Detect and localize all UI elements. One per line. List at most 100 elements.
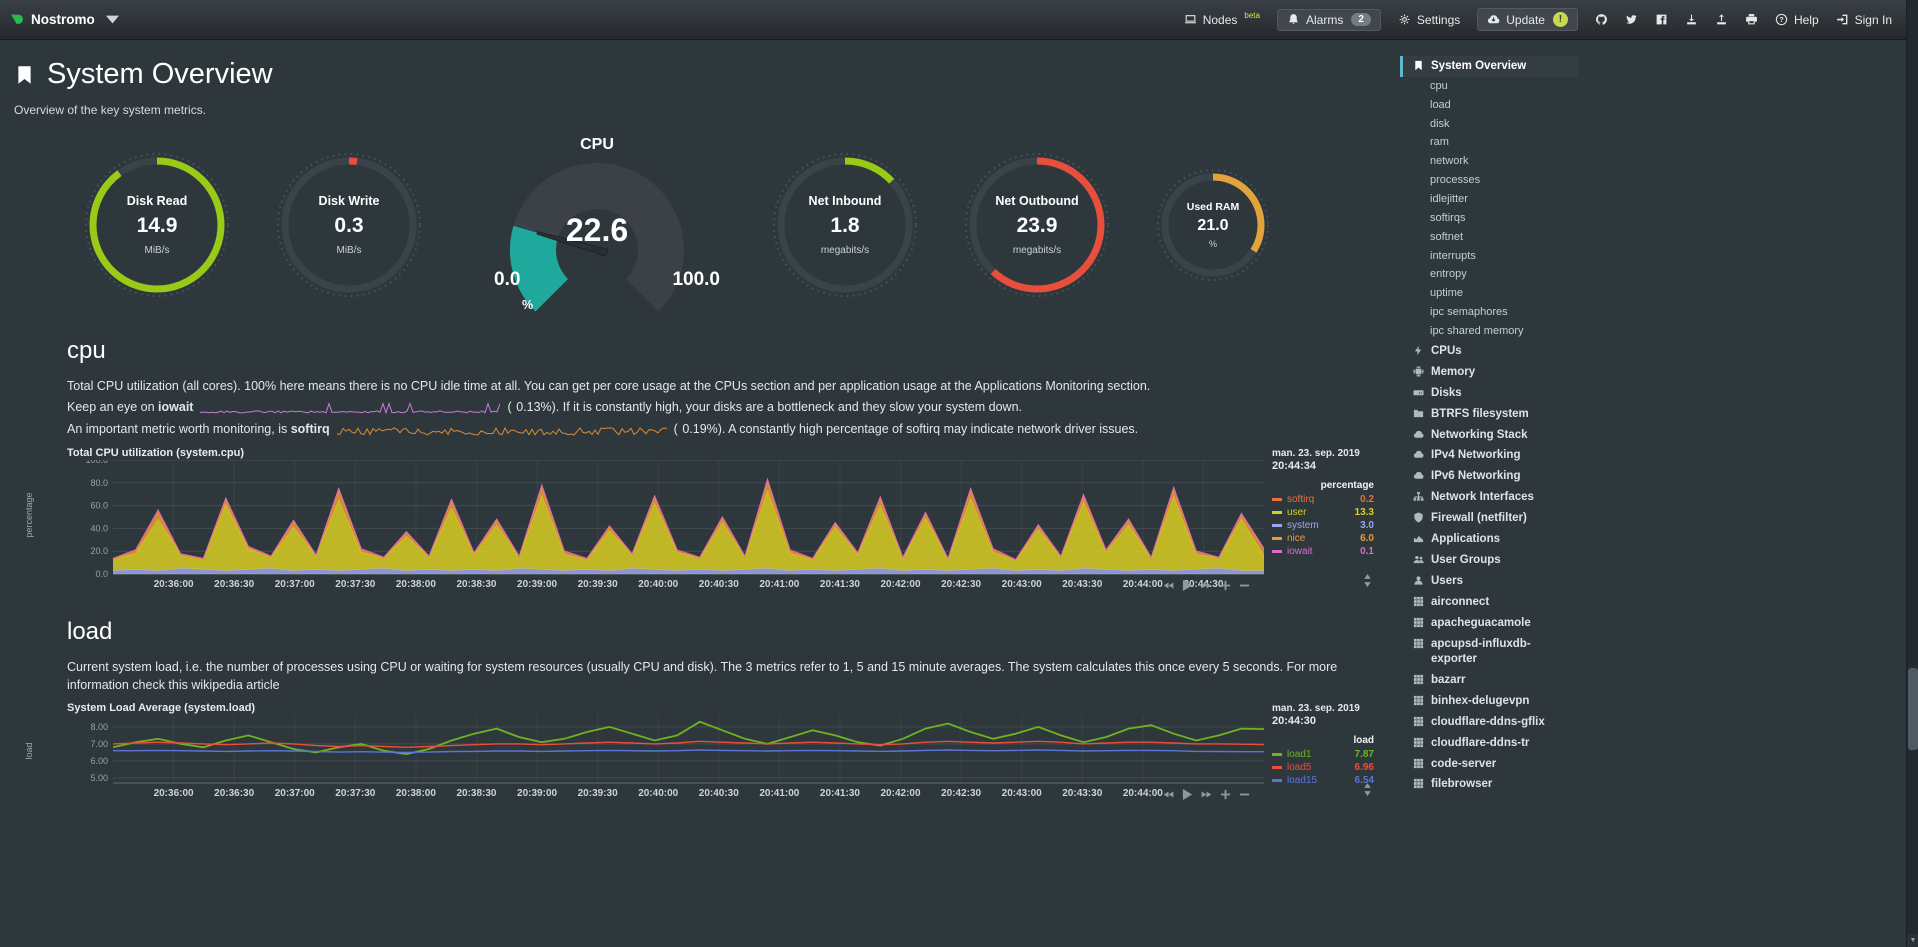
sidebar-item-binhex-delugevpn[interactable]: binhex-delugevpn	[1400, 691, 1578, 712]
cpu-chart-legend-item-user[interactable]: user 13.3	[1272, 507, 1374, 518]
upload-icon	[1715, 13, 1728, 26]
sidebar-item-btrfs-filesystem[interactable]: BTRFS filesystem	[1400, 404, 1578, 425]
gauge-net-outbound[interactable]: Net Outbound 23.9 megabits/s	[962, 150, 1112, 300]
sidebar-item-ipv6-networking[interactable]: IPv6 Networking	[1400, 466, 1578, 487]
softirq-line-sparkline[interactable]	[336, 421, 667, 439]
nav-import[interactable]	[1685, 13, 1698, 26]
sidebar-item-filebrowser[interactable]: filebrowser	[1400, 774, 1578, 795]
pan-backward-icon[interactable]	[1163, 580, 1174, 591]
sidebar-subitem-load[interactable]: load	[1430, 98, 1451, 111]
sidebar-subitem-ipc-semaphores[interactable]: ipc semaphores	[1430, 306, 1508, 319]
pan-forward-icon[interactable]	[1201, 789, 1212, 800]
svg-text:20:40:30: 20:40:30	[699, 788, 739, 799]
sidebar-item-label: IPv4 Networking	[1431, 449, 1521, 462]
zoom-in-icon[interactable]	[1220, 789, 1231, 800]
load-chart-resize-handle[interactable]	[1363, 782, 1372, 801]
zoom-in-icon[interactable]	[1220, 580, 1231, 591]
nav-print[interactable]	[1745, 13, 1758, 26]
sidebar-item-disks[interactable]: Disks	[1400, 383, 1578, 404]
sidebar-item-cloudflare-ddns-gflix[interactable]: cloudflare-ddns-gflix	[1400, 712, 1578, 733]
sidebar-subitem-softnet[interactable]: softnet	[1430, 230, 1464, 243]
scrollbar-thumb[interactable]	[1908, 668, 1918, 750]
load-chart-legend-item-load1[interactable]: load1 7.87	[1272, 749, 1374, 760]
sidebar-item-apcupsd-influxdb-exporter[interactable]: apcupsd-influxdb-exporter	[1400, 634, 1578, 670]
pan-forward-icon[interactable]	[1201, 580, 1212, 591]
play-icon[interactable]	[1182, 788, 1193, 800]
gauge-disk-read[interactable]: Disk Read 14.9 MiB/s	[82, 150, 232, 300]
cpu-chart-plot-area[interactable]: 0.0 20.0 40.0 60.0 80.0 100.0 20:36:00 20:36:30…	[67, 459, 1264, 592]
series-name: load5	[1287, 761, 1312, 773]
load-chart-legend-item-load5[interactable]: load5 6.96	[1272, 762, 1374, 773]
nav-nodes-beta-tag: beta	[1244, 11, 1260, 20]
page-scrollbar[interactable]: ▼	[1906, 0, 1918, 947]
cpu-chart-resize-handle[interactable]	[1363, 573, 1372, 592]
load-chart-legend-date: man. 23. sep. 2019	[1272, 702, 1360, 714]
sidebar-item-applications[interactable]: Applications	[1400, 529, 1578, 550]
sidebar-item-airconnect[interactable]: airconnect	[1400, 592, 1578, 613]
sidebar-subitem-processes[interactable]: processes	[1430, 174, 1481, 187]
nav-facebook[interactable]	[1655, 13, 1668, 26]
sidebar-subitem-cpu[interactable]: cpu	[1430, 79, 1448, 92]
sidebar-subitem-idlejitter[interactable]: idlejitter	[1430, 193, 1468, 205]
svg-text:20:44:00: 20:44:00	[1123, 579, 1163, 590]
sidebar-item-cpus[interactable]: CPUs	[1400, 341, 1578, 362]
folder-icon	[1413, 408, 1424, 419]
sidebar-item-network-interfaces[interactable]: Network Interfaces	[1400, 487, 1578, 508]
sidebar-subitem-network[interactable]: network	[1430, 155, 1469, 168]
sidebar-item-cloudflare-ddns-tr[interactable]: cloudflare-ddns-tr	[1400, 733, 1578, 754]
gauge-used-ram[interactable]: Used RAM 21.0%	[1154, 166, 1272, 284]
svg-text:5.00: 5.00	[90, 773, 108, 783]
sidebar-subitem-softirqs[interactable]: softirqs	[1430, 211, 1466, 224]
gauge-net-outbound-unit: megabits/s	[1012, 245, 1062, 256]
sidebar-item-bazarr[interactable]: bazarr	[1400, 670, 1578, 691]
nav-twitter[interactable]	[1625, 13, 1638, 26]
gauge-net-inbound[interactable]: Net Inbound 1.8 megabits/s	[770, 150, 920, 300]
load-chart-plot-area[interactable]: 5.00 6.00 7.00 8.00 20:36:00 20:36:30 20:37:00…	[67, 714, 1264, 801]
zoom-out-icon[interactable]	[1239, 580, 1250, 591]
play-icon[interactable]	[1182, 579, 1193, 591]
cpu-chart-legend-item-softirq[interactable]: softirq 0.2	[1272, 494, 1374, 505]
load-chart-legend-item-load15[interactable]: load15 6.54	[1272, 775, 1374, 786]
sidebar-item-ipv4-networking[interactable]: IPv4 Networking	[1400, 445, 1578, 466]
cpu-chart-legend-item-nice[interactable]: nice 6.0	[1272, 533, 1374, 544]
sidebar-item-memory[interactable]: Memory	[1400, 362, 1578, 383]
nav-update[interactable]: Update!	[1477, 8, 1578, 31]
scrollbar-down-button[interactable]: ▼	[1907, 934, 1918, 947]
gauge-disk-write[interactable]: Disk Write 0.3 MiB/s	[274, 150, 424, 300]
brand[interactable]: Nostromo	[10, 12, 119, 27]
nav-github[interactable]	[1595, 13, 1608, 26]
sidebar-item-apacheguacamole[interactable]: apacheguacamole	[1400, 613, 1578, 634]
sidebar-subitem-ipc-shared-memory[interactable]: ipc shared memory	[1430, 324, 1524, 337]
gauge-cpu-min: 0.0	[494, 268, 521, 290]
svg-text:20:38:00: 20:38:00	[396, 579, 436, 590]
sidebar-subitem-interrupts[interactable]: interrupts	[1430, 249, 1476, 262]
gauge-cpu[interactable]: CPU 22.6 0.0 100.0%	[466, 136, 728, 337]
zoom-out-icon[interactable]	[1239, 789, 1250, 800]
sidebar-item-code-server[interactable]: code-server	[1400, 754, 1578, 775]
sidebar-item-firewall-netfilter[interactable]: Firewall (netfilter)	[1400, 508, 1578, 529]
cpu-chart-legend-item-system[interactable]: system 3.0	[1272, 520, 1374, 531]
sidebar-item-users[interactable]: Users	[1400, 571, 1578, 592]
sidebar-item-label: bazarr	[1431, 673, 1466, 686]
nav-signin[interactable]: Sign In	[1836, 13, 1892, 27]
sidebar-item-networking-stack[interactable]: Networking Stack	[1400, 425, 1578, 446]
nav-alarms[interactable]: Alarms 2	[1276, 8, 1381, 31]
sidebar-subitem-disk[interactable]: disk	[1430, 117, 1450, 130]
nav-help[interactable]: ? Help	[1775, 13, 1819, 27]
iowait-line-keyword: iowait	[158, 400, 194, 415]
sidebar-subitem-uptime[interactable]: uptime	[1430, 287, 1464, 300]
bolt-icon	[1413, 345, 1424, 356]
iowait-line-sparkline[interactable]	[200, 399, 501, 417]
iowait-line-value: 0.13%	[516, 400, 552, 415]
nav-export[interactable]	[1715, 13, 1728, 26]
nav-settings[interactable]: Settings	[1398, 13, 1460, 27]
sidebar-subitem-entropy[interactable]: entropy	[1430, 268, 1467, 281]
right-sidebar-nav: System Overview cpu load disk ram network proc…	[1400, 40, 1578, 947]
pan-backward-icon[interactable]	[1163, 789, 1174, 800]
sidebar-subitem-ram[interactable]: ram	[1430, 136, 1449, 149]
sidebar-item-user-groups[interactable]: User Groups	[1400, 550, 1578, 571]
cpu-chart-legend-item-iowait[interactable]: iowait 0.1	[1272, 546, 1374, 557]
nav-nodes[interactable]: Nodes beta	[1184, 11, 1260, 27]
sidebar-item-system-overview[interactable]: System Overview	[1400, 56, 1578, 77]
